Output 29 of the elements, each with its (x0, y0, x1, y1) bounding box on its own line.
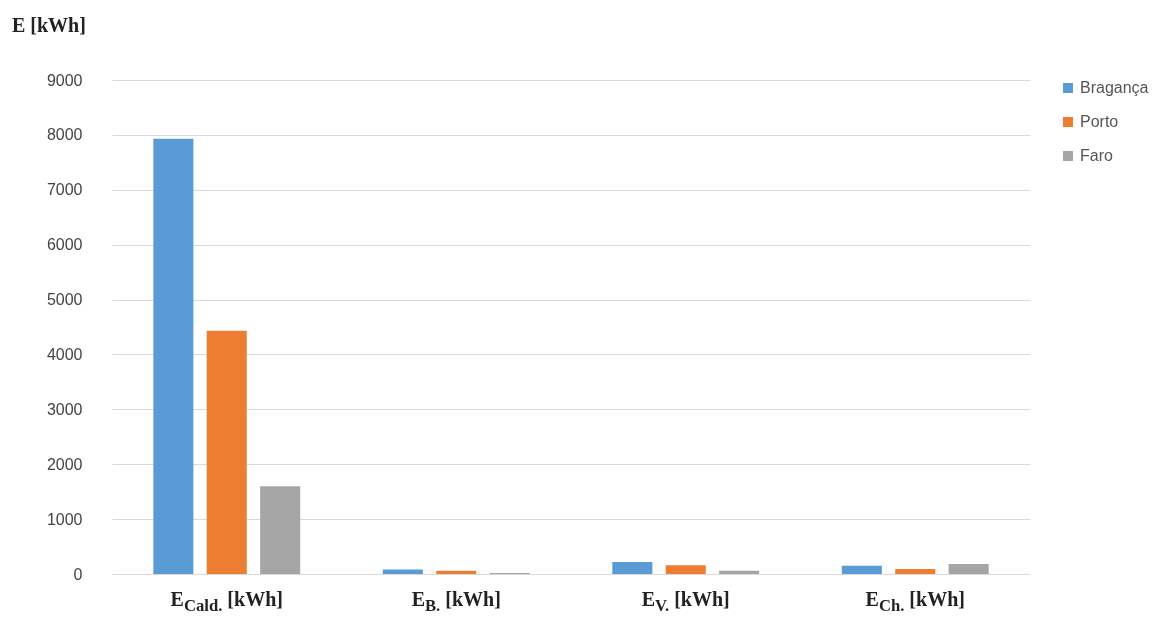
x-tick-label: E$_{V.}$ [kWh] (641, 588, 730, 616)
bar (895, 569, 936, 574)
bar (260, 486, 301, 574)
bar (665, 565, 706, 574)
legend-label: Faro (1080, 147, 1113, 164)
y-tick-label: 7000 (46, 181, 83, 199)
bar (206, 330, 247, 574)
x-tick-label: E$_{B.}$ [kWh] (411, 588, 501, 616)
x-tick-label: E$_{Ch.}$ [kWh] (865, 588, 965, 616)
legend-label: Bragança (1080, 79, 1149, 96)
bar (612, 561, 653, 574)
bar (719, 570, 760, 574)
legend-label: Porto (1080, 113, 1119, 130)
y-tick-label: 9000 (46, 71, 83, 89)
bar (948, 564, 989, 574)
y-tick-label: 5000 (46, 291, 83, 309)
y-tick-label: 1000 (46, 510, 83, 528)
y-axis-title: E [kWh] (12, 14, 86, 37)
y-tick-label: 6000 (46, 236, 83, 254)
y-tick-label: 8000 (46, 126, 83, 144)
y-tick-label: 4000 (46, 345, 83, 363)
y-tick-label: 3000 (46, 400, 83, 418)
bar (841, 565, 882, 574)
bar (153, 138, 194, 574)
x-tick-label: E$_{Cald.}$ [kWh] (170, 588, 283, 616)
y-tick-label: 0 (73, 565, 83, 583)
y-tick-label: 2000 (46, 455, 83, 473)
bar (436, 570, 477, 574)
bar (382, 569, 423, 574)
